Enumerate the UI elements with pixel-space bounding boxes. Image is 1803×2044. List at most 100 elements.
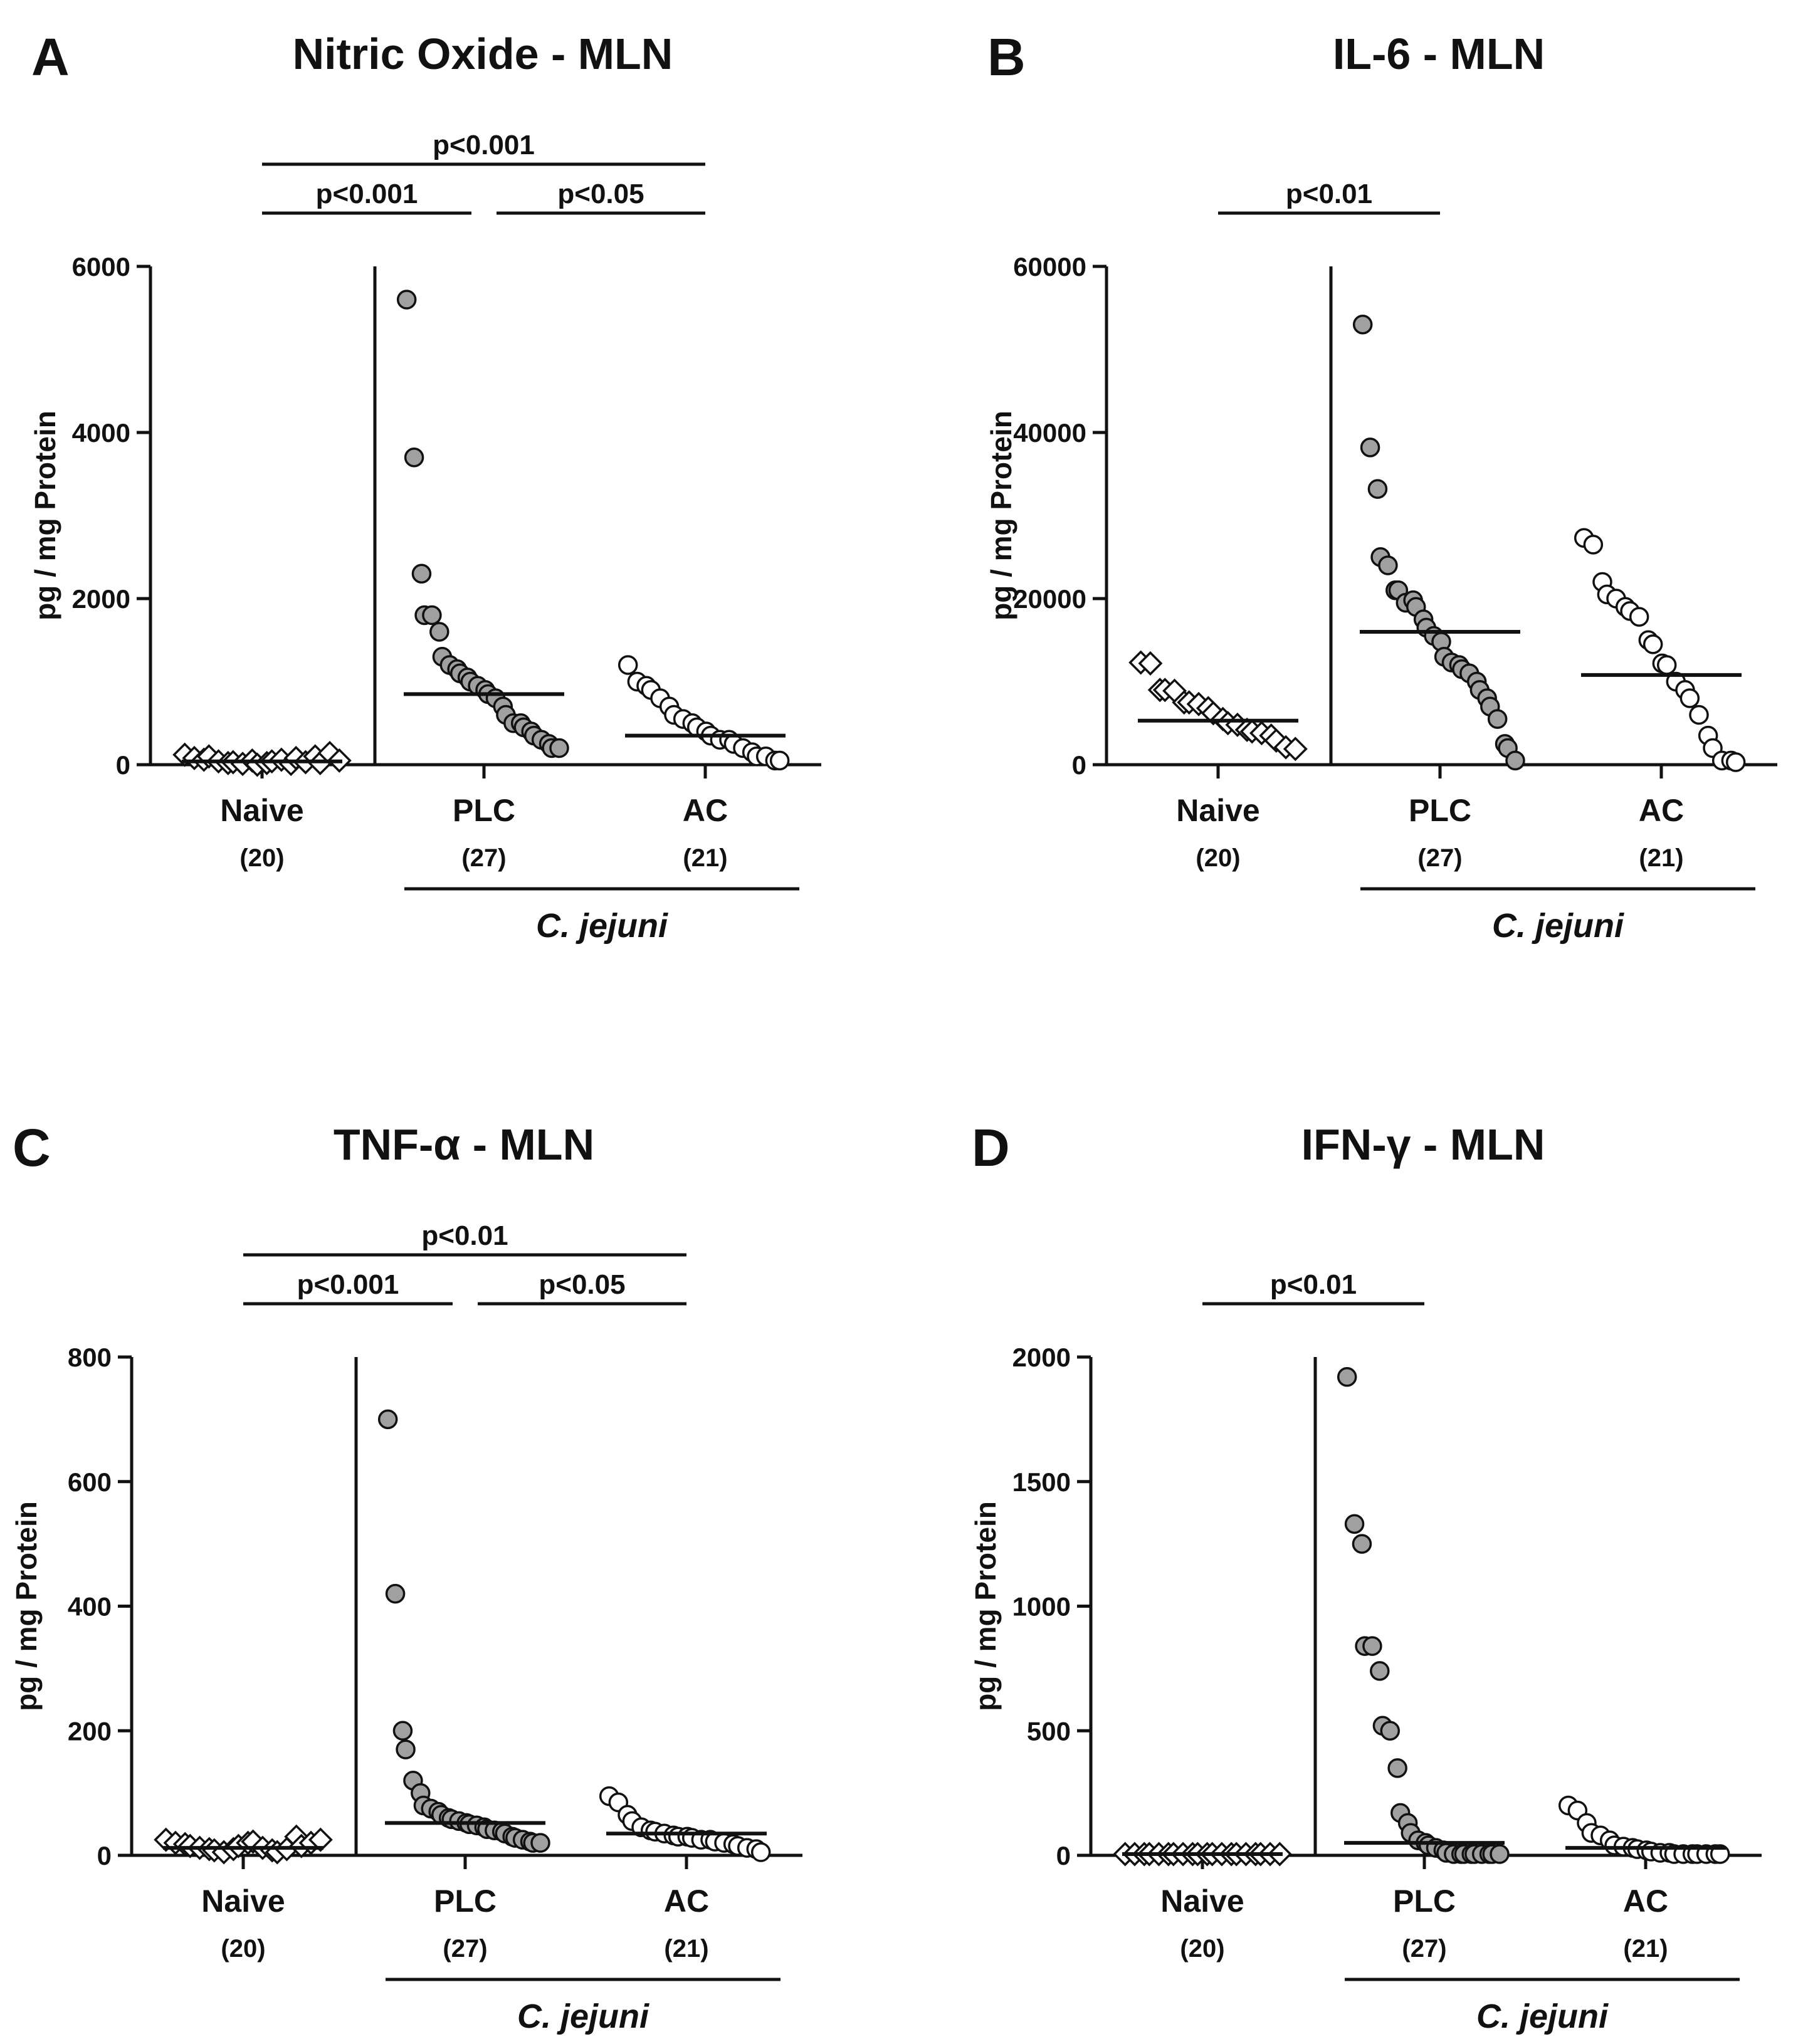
panel-b: B IL-6 - MLN pg / mg Protein 0 20000 40000 600… (985, 28, 1777, 945)
group-label: C. jejuni (536, 907, 668, 945)
data-point-plc (1360, 438, 1380, 458)
y-tick-label: 40000 (1013, 418, 1086, 448)
sample-count: (21) (1639, 844, 1683, 872)
category-label-ac: AC (1623, 1884, 1668, 1919)
y-tick-label: 20000 (1013, 584, 1086, 614)
data-point-plc (396, 1739, 416, 1759)
y-axis-label: pg / mg Protein (10, 1501, 43, 1711)
y-tick-label: 800 (68, 1343, 112, 1372)
sample-count: (27) (443, 1935, 487, 1963)
panel-letter: C (13, 1118, 51, 1177)
sample-count: (20) (239, 844, 284, 872)
data-point-plc (1505, 750, 1525, 771)
data-point-plc (1380, 1721, 1401, 1741)
data-point-ac (618, 655, 638, 675)
category-label-plc: PLC (434, 1884, 497, 1919)
category-label-naive: Naive (1160, 1884, 1244, 1919)
panel-a: A Nitric Oxide - MLN pg / mg Protein 0 2000 4… (29, 28, 821, 945)
sample-count: (20) (221, 1935, 265, 1963)
data-point-plc (1337, 1367, 1357, 1387)
sample-count: (27) (1417, 844, 1462, 872)
category-label-plc: PLC (1393, 1884, 1456, 1919)
data-point-plc (377, 1409, 398, 1430)
data-point-ac (1643, 634, 1663, 654)
data-point-plc (422, 605, 442, 626)
data-point-plc (1367, 479, 1388, 499)
data-point-plc (1362, 1636, 1382, 1656)
category-label-naive: Naive (1176, 793, 1259, 828)
panel-d: D IFN-γ - MLN pg / mg Protein 0 500 1000 1500 2… (969, 1118, 1762, 2035)
p-value-label: p<0.001 (316, 179, 418, 209)
p-value-label: p<0.05 (539, 1269, 625, 1300)
p-value-label: p<0.01 (1270, 1269, 1357, 1300)
data-point-ac (1583, 535, 1604, 555)
panel-letter: B (987, 28, 1026, 86)
data-point-ac (1725, 752, 1746, 772)
data-point-ac (1679, 688, 1700, 708)
y-tick-label: 1000 (1012, 1592, 1071, 1622)
data-point-plc (1487, 709, 1508, 729)
y-tick-label: 400 (68, 1592, 112, 1622)
p-value-label: p<0.001 (433, 130, 535, 160)
panel-title: Nitric Oxide - MLN (293, 29, 673, 78)
y-tick-label: 600 (68, 1467, 112, 1497)
group-label: C. jejuni (517, 1998, 649, 2035)
y-tick-label: 0 (97, 1841, 112, 1870)
y-tick-label: 0 (116, 750, 130, 780)
y-tick-label: 0 (1072, 750, 1086, 780)
data-point-plc (429, 622, 449, 642)
y-tick-label: 60000 (1013, 252, 1086, 281)
y-tick-label: 4000 (72, 418, 130, 448)
data-point-ac (769, 750, 790, 771)
category-label-plc: PLC (1409, 793, 1471, 828)
data-point-plc (1378, 555, 1398, 575)
sample-count: (20) (1180, 1935, 1224, 1963)
p-value-label: p<0.001 (297, 1269, 399, 1300)
sample-count: (20) (1196, 844, 1240, 872)
y-tick-label: 0 (1056, 1841, 1071, 1870)
category-label-naive: Naive (220, 793, 303, 828)
panel-letter: D (972, 1118, 1010, 1177)
sample-count: (27) (461, 844, 506, 872)
y-axis-label: pg / mg Protein (969, 1501, 1002, 1711)
data-point-plc (1352, 1534, 1372, 1554)
p-value-label: p<0.05 (557, 179, 644, 209)
y-tick-label: 6000 (72, 252, 130, 281)
data-point-ac (1689, 705, 1709, 725)
data-point-ac (750, 1842, 771, 1862)
y-tick-label: 1500 (1012, 1467, 1071, 1497)
category-label-ac: AC (1639, 793, 1684, 828)
category-label-ac: AC (683, 793, 728, 828)
sample-count: (21) (1623, 1935, 1668, 1963)
y-tick-label: 500 (1027, 1716, 1071, 1746)
group-label: C. jejuni (1476, 1998, 1609, 2035)
data-point-plc (385, 1583, 406, 1604)
data-point-plc (1370, 1661, 1390, 1681)
category-label-ac: AC (664, 1884, 709, 1919)
y-tick-label: 2000 (72, 584, 130, 614)
panel-title: IFN-γ - MLN (1301, 1120, 1545, 1169)
p-value-label: p<0.01 (421, 1220, 508, 1251)
data-point-naive (1138, 651, 1163, 676)
panel-c: C TNF-α - MLN pg / mg Protein 0 200 400 600 800… (10, 1118, 802, 2035)
data-point-plc (411, 563, 432, 584)
panel-letter: A (31, 28, 70, 86)
group-label: C. jejuni (1492, 907, 1624, 945)
y-axis-label: pg / mg Protein (29, 411, 61, 621)
data-point-naive (308, 1827, 333, 1852)
panel-title: IL-6 - MLN (1333, 29, 1545, 78)
y-tick-label: 200 (68, 1716, 112, 1746)
data-point-ac (1656, 655, 1677, 675)
sample-count: (21) (683, 844, 727, 872)
category-label-plc: PLC (453, 793, 515, 828)
data-point-ac (1629, 607, 1649, 627)
panel-title: TNF-α - MLN (334, 1120, 594, 1169)
data-point-plc (1352, 315, 1373, 335)
data-point-plc (549, 738, 569, 758)
data-point-plc (392, 1721, 413, 1741)
p-value-label: p<0.01 (1286, 179, 1372, 209)
data-point-plc (1387, 1758, 1407, 1778)
data-point-plc (1490, 1844, 1510, 1864)
